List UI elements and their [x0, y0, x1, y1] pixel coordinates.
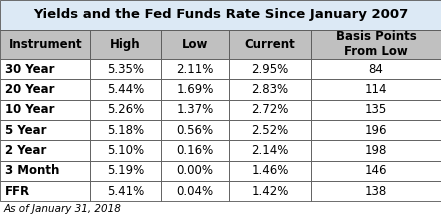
Bar — [229, 140, 311, 161]
Text: 5.44%: 5.44% — [107, 83, 144, 96]
Bar — [0, 100, 90, 120]
Text: 0.00%: 0.00% — [177, 164, 213, 177]
Bar — [161, 59, 229, 79]
Text: 196: 196 — [365, 124, 387, 137]
Bar — [161, 100, 229, 120]
Text: 2 Year: 2 Year — [5, 144, 47, 157]
Text: As of January 31, 2018: As of January 31, 2018 — [4, 204, 121, 214]
Text: Instrument: Instrument — [8, 38, 82, 51]
Bar — [311, 59, 441, 79]
Bar — [90, 120, 161, 140]
Bar — [90, 140, 161, 161]
Text: 5.19%: 5.19% — [107, 164, 144, 177]
Bar — [161, 161, 229, 181]
Text: High: High — [110, 38, 141, 51]
Text: Yields and the Fed Funds Rate Since January 2007: Yields and the Fed Funds Rate Since Janu… — [33, 8, 408, 21]
Text: 146: 146 — [365, 164, 387, 177]
Bar — [161, 140, 229, 161]
Bar — [229, 59, 311, 79]
Text: 84: 84 — [369, 63, 383, 76]
Bar — [0, 120, 90, 140]
Text: 5.41%: 5.41% — [107, 185, 144, 198]
Text: 10 Year: 10 Year — [5, 103, 55, 116]
Bar — [0, 79, 90, 100]
Bar — [311, 140, 441, 161]
Text: 2.52%: 2.52% — [251, 124, 289, 137]
Bar — [229, 181, 311, 201]
Text: 135: 135 — [365, 103, 387, 116]
Bar — [229, 29, 311, 59]
Text: 5.26%: 5.26% — [107, 103, 144, 116]
Bar — [311, 29, 441, 59]
Bar — [0, 0, 441, 29]
Bar — [90, 79, 161, 100]
Bar — [229, 161, 311, 181]
Bar — [0, 140, 90, 161]
Bar — [0, 161, 90, 181]
Text: 1.69%: 1.69% — [176, 83, 214, 96]
Text: 5.10%: 5.10% — [107, 144, 144, 157]
Bar — [0, 29, 90, 59]
Text: 5.35%: 5.35% — [107, 63, 144, 76]
Bar — [311, 181, 441, 201]
Bar — [229, 79, 311, 100]
Bar — [161, 120, 229, 140]
Text: 114: 114 — [365, 83, 387, 96]
Text: 2.11%: 2.11% — [176, 63, 214, 76]
Bar — [229, 100, 311, 120]
Text: Basis Points
From Low: Basis Points From Low — [336, 30, 416, 58]
Text: 1.42%: 1.42% — [251, 185, 289, 198]
Text: 2.72%: 2.72% — [251, 103, 289, 116]
Text: Low: Low — [182, 38, 208, 51]
Text: 2.14%: 2.14% — [251, 144, 289, 157]
Bar — [0, 181, 90, 201]
Bar — [90, 100, 161, 120]
Bar — [90, 161, 161, 181]
Text: 5 Year: 5 Year — [5, 124, 47, 137]
Bar — [90, 59, 161, 79]
Text: 0.56%: 0.56% — [176, 124, 214, 137]
Text: 138: 138 — [365, 185, 387, 198]
Text: FFR: FFR — [5, 185, 30, 198]
Bar — [311, 100, 441, 120]
Bar — [0, 59, 90, 79]
Bar — [161, 79, 229, 100]
Text: 198: 198 — [365, 144, 387, 157]
Bar — [161, 181, 229, 201]
Bar — [311, 79, 441, 100]
Text: 3 Month: 3 Month — [5, 164, 60, 177]
Text: 1.46%: 1.46% — [251, 164, 289, 177]
Bar — [161, 29, 229, 59]
Text: 0.16%: 0.16% — [176, 144, 214, 157]
Text: 2.95%: 2.95% — [251, 63, 289, 76]
Bar — [90, 29, 161, 59]
Text: 1.37%: 1.37% — [176, 103, 214, 116]
Bar — [311, 120, 441, 140]
Text: 0.04%: 0.04% — [176, 185, 214, 198]
Text: 5.18%: 5.18% — [107, 124, 144, 137]
Bar — [90, 181, 161, 201]
Text: Current: Current — [245, 38, 295, 51]
Text: 20 Year: 20 Year — [5, 83, 55, 96]
Text: 30 Year: 30 Year — [5, 63, 55, 76]
Bar — [229, 120, 311, 140]
Bar — [311, 161, 441, 181]
Text: 2.83%: 2.83% — [251, 83, 289, 96]
